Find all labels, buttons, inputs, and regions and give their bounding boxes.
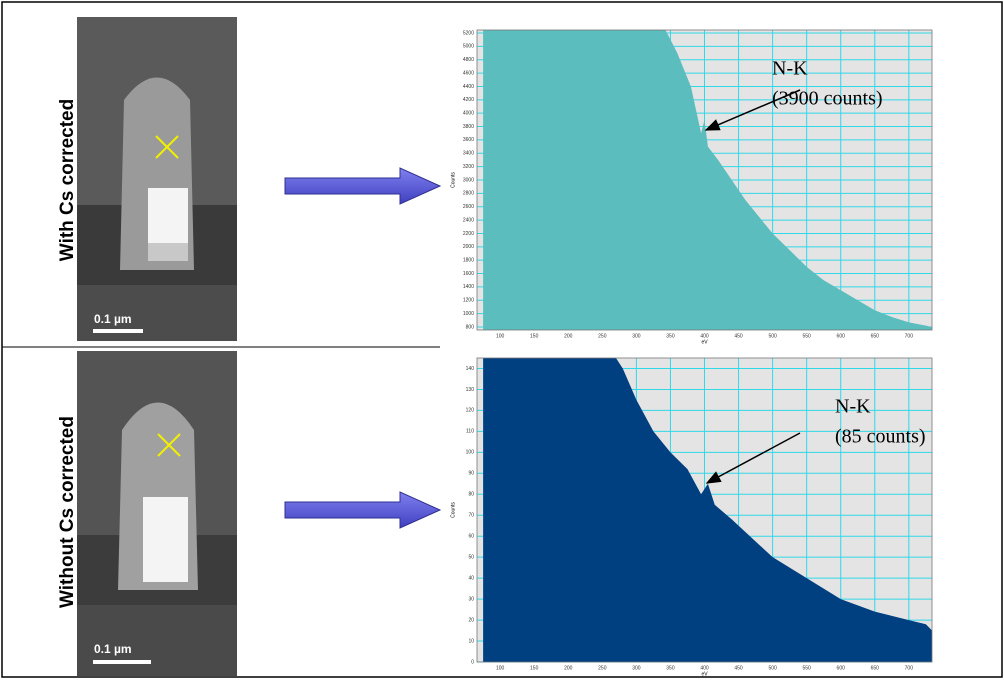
- y-tick-label: 3600: [463, 137, 474, 143]
- y-tick-label: 110: [466, 429, 474, 435]
- spectrum-chart: 800 1000 1200 1400 1600 1800 2000 2200 2400 2600 2…: [450, 29, 933, 345]
- annotation: (85 counts): [835, 426, 926, 448]
- row-label: Without Cs corrected: [57, 416, 78, 608]
- annotation: N-K: [835, 396, 871, 418]
- x-tick-label: 450: [734, 333, 743, 339]
- x-tick-label: 350: [666, 665, 675, 671]
- y-tick-label: 4600: [463, 70, 474, 76]
- y-tick-label: 1000: [463, 311, 474, 317]
- y-tick-label: 5000: [463, 44, 474, 50]
- x-tick-label: 700: [905, 665, 914, 671]
- micrograph: 0.1 µm: [77, 351, 237, 676]
- plot-frame: [476, 357, 933, 663]
- x-tick-label: 600: [837, 333, 846, 339]
- x-axis-label: eV: [701, 671, 708, 677]
- y-axis-label: Counts: [450, 502, 456, 518]
- y-tick-label: 5200: [463, 30, 474, 36]
- y-tick-label: 2000: [463, 244, 474, 250]
- arrow: [284, 167, 442, 205]
- y-tick-label: 3200: [463, 164, 474, 170]
- micrograph: 0.1 µm: [77, 17, 237, 341]
- y-tick-label: 1200: [463, 298, 474, 304]
- x-tick-label: 600: [837, 665, 846, 671]
- y-tick-label: 4800: [463, 57, 474, 63]
- y-axis-label: Counts: [450, 172, 456, 188]
- x-tick-label: 700: [905, 333, 914, 339]
- x-tick-label: 650: [871, 333, 880, 339]
- x-tick-label: 250: [598, 333, 607, 339]
- scale-bar-label: 0.1 µm: [94, 312, 132, 326]
- y-tick-label: 3800: [463, 124, 474, 130]
- annotation-arrow: [704, 89, 801, 131]
- y-tick-label: 1400: [463, 284, 474, 290]
- annotation: N-K: [772, 58, 808, 80]
- y-tick-label: 90: [468, 471, 474, 477]
- x-tick-label: 200: [564, 665, 573, 671]
- x-tick-label: 150: [530, 333, 539, 339]
- x-tick-label: 400: [700, 333, 709, 339]
- x-tick-label: 350: [666, 333, 675, 339]
- x-tick-label: 650: [871, 665, 880, 671]
- y-tick-label: 10: [468, 638, 474, 644]
- y-tick-label: 2200: [463, 231, 474, 237]
- y-tick-label: 2600: [463, 204, 474, 210]
- y-tick-label: 1600: [463, 271, 474, 277]
- x-tick-label: 550: [802, 333, 811, 339]
- y-tick-label: 3400: [463, 151, 474, 157]
- scale-bar-label: 0.1 µm: [94, 642, 132, 656]
- y-tick-label: 3000: [463, 177, 474, 183]
- spectrum-chart: 0 10 20 30 40 50 60 70 80 90 100 110 120 130 140 100 150…: [450, 357, 933, 677]
- y-tick-label: 800: [466, 324, 475, 330]
- y-tick-label: 4000: [463, 111, 474, 117]
- spectrum-area: [483, 358, 932, 662]
- x-tick-label: 150: [530, 665, 539, 671]
- annotation: (3900 counts): [772, 88, 883, 110]
- x-axis-label: eV: [701, 339, 708, 345]
- x-tick-label: 450: [734, 665, 743, 671]
- y-tick-label: 60: [468, 534, 474, 540]
- y-tick-label: 100: [466, 450, 475, 456]
- plot-frame: [476, 29, 933, 331]
- y-tick-label: 130: [466, 387, 475, 393]
- arrow: [284, 491, 442, 529]
- x-tick-label: 250: [598, 665, 607, 671]
- y-tick-label: 1800: [463, 258, 474, 264]
- y-tick-label: 0: [471, 659, 474, 665]
- annotation-arrow: [705, 432, 801, 484]
- x-tick-label: 200: [564, 333, 573, 339]
- x-tick-label: 100: [496, 665, 505, 671]
- row-label: With Cs corrected: [57, 99, 78, 261]
- y-tick-label: 40: [468, 575, 474, 581]
- x-tick-label: 300: [632, 665, 641, 671]
- x-tick-label: 300: [632, 333, 641, 339]
- y-tick-label: 2400: [463, 217, 474, 223]
- x-tick-label: 400: [700, 665, 709, 671]
- y-tick-label: 50: [468, 555, 474, 561]
- y-tick-label: 70: [468, 513, 474, 519]
- y-tick-label: 2800: [463, 191, 474, 197]
- x-tick-label: 100: [496, 333, 505, 339]
- y-tick-label: 4200: [463, 97, 474, 103]
- y-tick-label: 120: [466, 408, 475, 414]
- x-tick-label: 550: [802, 665, 811, 671]
- y-tick-label: 140: [466, 366, 475, 372]
- y-tick-label: 4400: [463, 84, 474, 90]
- spectrum-area: [483, 30, 932, 330]
- y-tick-label: 30: [468, 596, 474, 602]
- x-tick-label: 500: [768, 665, 777, 671]
- y-tick-label: 20: [468, 617, 474, 623]
- x-tick-label: 500: [768, 333, 777, 339]
- y-tick-label: 80: [468, 492, 474, 498]
- charts: 8001000120014001600180020002200240026002…: [450, 29, 933, 677]
